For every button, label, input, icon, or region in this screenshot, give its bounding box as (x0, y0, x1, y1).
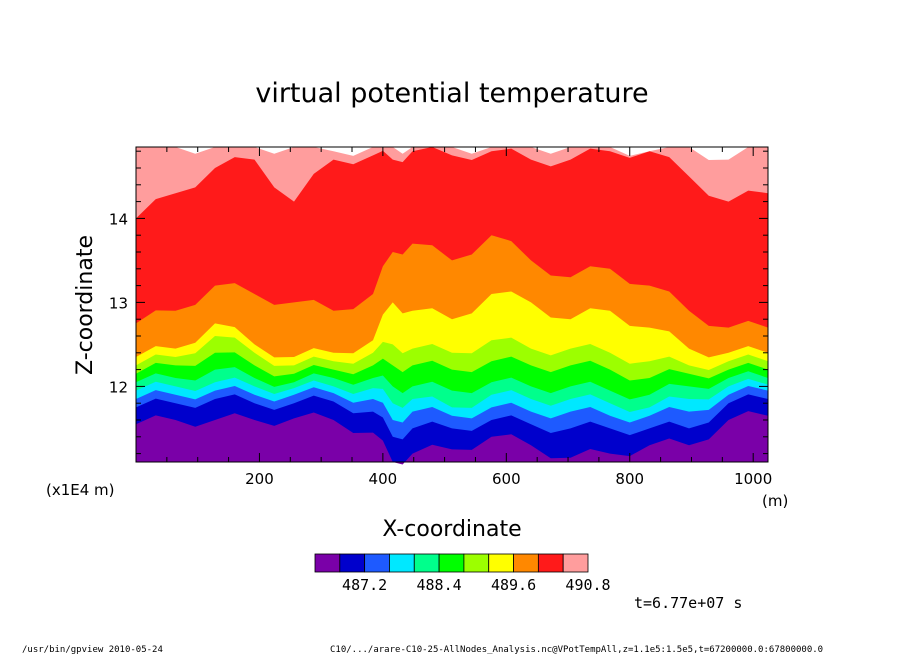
colorbar-swatch (463, 553, 490, 573)
colorbar-swatch (413, 553, 440, 573)
plot-area: 200 400 600 800 1000 12 13 14 (109, 146, 772, 488)
colorbar-swatch (438, 553, 465, 573)
y-unit-label: (x1E4 m) (46, 481, 115, 499)
footer-right: C10/.../arare-C10-25-AllNodes_Analysis.n… (330, 645, 823, 654)
x-unit-label: (m) (762, 492, 788, 510)
contour-bands (136, 147, 768, 465)
colorbar-swatch (537, 553, 564, 573)
colorbar-label: 487.2 (342, 576, 387, 594)
colorbar-label: 489.6 (491, 576, 536, 594)
chart-title: virtual potential temperature (255, 78, 648, 109)
colorbar-swatch (364, 553, 390, 573)
x-tick-label: 200 (245, 470, 274, 488)
colorbar-swatch (513, 553, 539, 573)
y-tick-label: 12 (109, 378, 128, 396)
colorbar-swatch (339, 553, 366, 573)
footer-left: /usr/bin/gpview 2010-05-24 (22, 645, 163, 654)
colorbar-label: 490.8 (565, 576, 610, 594)
x-axis-title: X-coordinate (382, 517, 521, 542)
colorbar-label: 488.4 (417, 576, 462, 594)
colorbar-swatch (314, 553, 341, 573)
y-axis-title: Z-coordinate (73, 235, 98, 375)
colorbar-swatch (562, 553, 589, 573)
x-tick-label: 600 (492, 470, 521, 488)
y-tick-label: 14 (109, 210, 128, 228)
x-tick-label: 800 (615, 470, 644, 488)
plot-frame (135, 146, 769, 463)
x-tick-label: 1000 (734, 470, 772, 488)
colorbar-swatch (389, 553, 415, 573)
axis-ticks: 200 400 600 800 1000 12 13 14 (109, 147, 772, 488)
y-tick-label: 13 (109, 294, 128, 312)
colorbar: 487.2 488.4 489.6 490.8 (314, 553, 611, 594)
colorbar-swatch (488, 553, 514, 573)
time-label: t=6.77e+07 s (634, 594, 742, 612)
x-tick-label: 400 (369, 470, 398, 488)
band-purple (136, 411, 768, 465)
